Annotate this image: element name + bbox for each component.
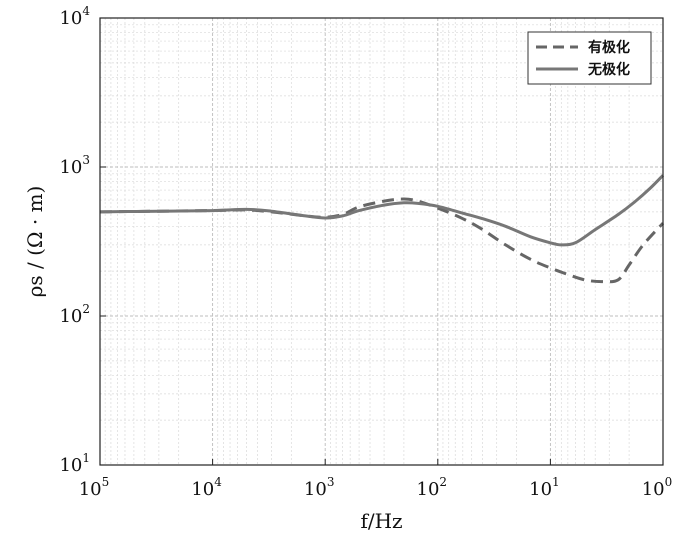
x-tick-label: 101 [529,475,560,500]
legend-label: 有极化 [588,39,630,56]
y-tick-label: 104 [59,4,90,29]
legend-label: 无极化 [587,61,630,78]
x-tick-label: 103 [304,475,335,500]
series-line-unpolarized [99,174,665,247]
y-tick-label: 101 [59,451,90,476]
x-tick-labels: 105 104 103 102 101 100 [79,459,673,500]
legend-box [527,31,652,85]
x-tick-label: 100 [642,475,673,500]
x-tick-label: 102 [417,475,448,500]
series-layer [99,174,665,284]
y-tick-label: 102 [59,302,90,327]
y-tick-label: 103 [59,153,90,178]
x-tick-label: 104 [191,475,222,500]
y-axis-label: ρs / (Ω · m) [23,186,47,298]
minor-gridlines [100,18,663,465]
x-axis-label: f/Hz [360,509,402,533]
plot-frame [99,17,664,466]
y-tick-labels: 101 102 103 104 [59,4,106,476]
x-tick-label: 105 [79,475,110,500]
